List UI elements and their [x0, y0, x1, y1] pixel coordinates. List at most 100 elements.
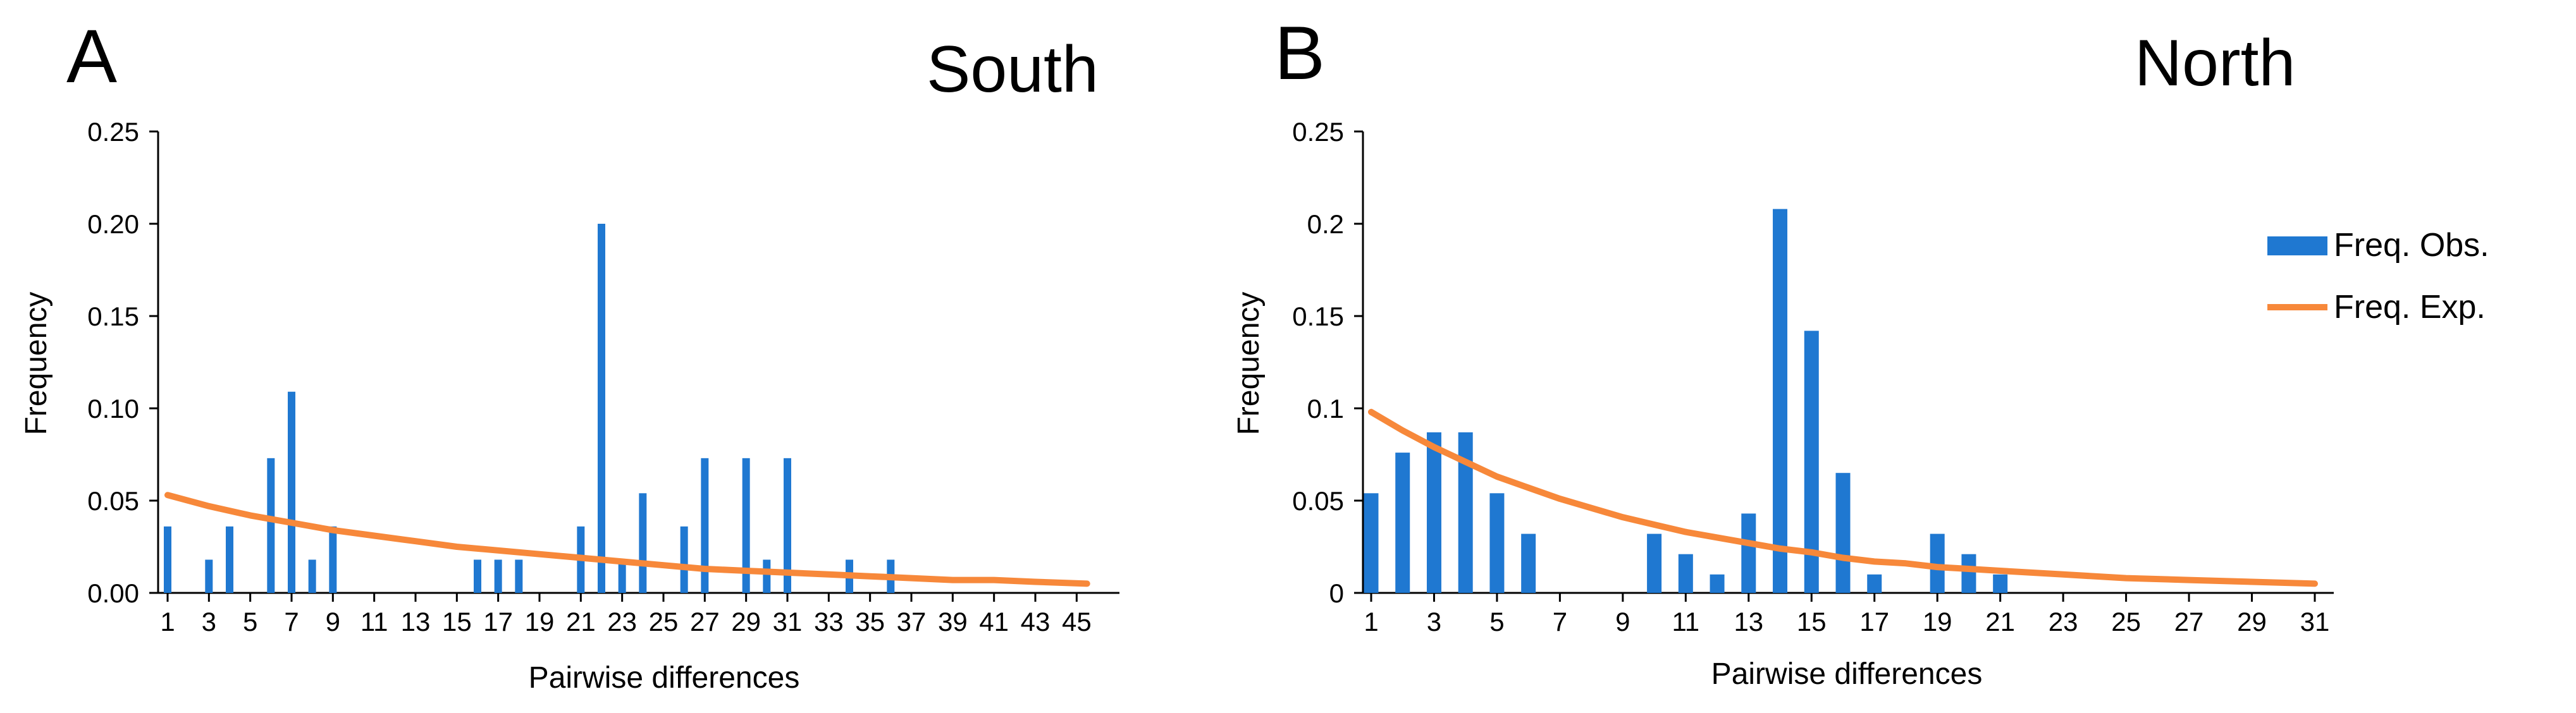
x-tick-label: 7 [284, 607, 299, 637]
legend-swatch-observed [2267, 236, 2327, 255]
bar [164, 526, 171, 593]
bar [1993, 574, 2008, 593]
bar [1867, 574, 1882, 593]
x-tick-label: 31 [773, 607, 803, 637]
x-tick-label: 21 [1985, 607, 2015, 637]
bar [474, 559, 481, 593]
x-tick-label: 15 [442, 607, 472, 637]
bar [308, 559, 316, 593]
x-axis-south: 1 3 5 7 9 11 13 15 17 19 21 23 25 27 29 31 33 35 37 39 41 43 4… [158, 592, 1119, 637]
bar [1930, 533, 1945, 593]
y-axis-title-north: Frequency [1232, 292, 1266, 436]
x-tick-label: 5 [1489, 607, 1504, 637]
bar [267, 458, 275, 593]
y-tick-label: 0.10 [87, 394, 139, 424]
panel-title-south: South [927, 33, 1099, 106]
panel-north: B North Frequency Pairwise differences 0… [1232, 11, 2334, 691]
x-axis-north: 1 3 5 7 9 11 13 15 17 19 21 23 25 27 29 31 [1363, 592, 2334, 637]
x-tick-label: 41 [979, 607, 1009, 637]
legend: Freq. Obs. Freq. Exp. [2267, 227, 2489, 326]
bar [1395, 453, 1410, 593]
x-tick-label: 21 [566, 607, 596, 637]
x-tick-label: 5 [243, 607, 257, 637]
bar [701, 458, 709, 593]
bar [494, 559, 502, 593]
bar [742, 458, 750, 593]
line-series-south [164, 492, 1090, 587]
y-axis-north: 0 0.05 0.1 0.15 0.2 0.25 [1292, 117, 1364, 608]
bar [1364, 493, 1379, 593]
y-tick-label: 0.00 [87, 578, 139, 608]
x-tick-label: 29 [2237, 607, 2267, 637]
x-tick-label: 19 [1923, 607, 1952, 637]
x-tick-label: 13 [1734, 607, 1763, 637]
x-tick-label: 3 [1427, 607, 1441, 637]
x-tick-label: 29 [731, 607, 761, 637]
bar [1961, 554, 1976, 593]
panel-letter-a: A [66, 14, 117, 99]
x-tick-label: 9 [326, 607, 340, 637]
bar [1773, 209, 1788, 593]
bar [639, 493, 647, 593]
x-tick-label: 15 [1797, 607, 1827, 637]
panel-south: A South Frequency Pairwise differences 0… [20, 14, 1119, 695]
y-tick-label: 0.05 [87, 486, 139, 516]
x-tick-label: 27 [2174, 607, 2204, 637]
x-tick-label: 1 [160, 607, 175, 637]
y-tick-label: 0.20 [87, 209, 139, 239]
x-tick-label: 23 [2049, 607, 2078, 637]
x-tick-label: 25 [649, 607, 679, 637]
x-tick-label: 19 [525, 607, 555, 637]
bar [1710, 574, 1725, 593]
x-tick-label: 33 [814, 607, 844, 637]
bar [618, 559, 626, 593]
x-tick-label: 13 [401, 607, 431, 637]
bar [1647, 533, 1662, 593]
bar-series-north [1364, 209, 2008, 593]
y-axis-title-south: Frequency [20, 292, 53, 436]
x-tick-label: 37 [897, 607, 927, 637]
bar [1678, 554, 1693, 593]
x-tick-label: 3 [202, 607, 216, 637]
bar [1804, 331, 1819, 593]
x-tick-label: 7 [1553, 607, 1567, 637]
bar [329, 526, 337, 593]
x-tick-label: 1 [1364, 607, 1378, 637]
bar [515, 559, 523, 593]
bar [1489, 493, 1505, 593]
expected-line [1368, 408, 2318, 587]
y-tick-label: 0.2 [1307, 209, 1344, 239]
expected-line [164, 492, 1090, 587]
x-tick-label: 27 [690, 607, 720, 637]
x-tick-label: 31 [2300, 607, 2330, 637]
bar [1521, 533, 1536, 593]
x-tick-label: 39 [938, 607, 968, 637]
bar [763, 559, 771, 593]
bar [205, 559, 213, 593]
x-tick-label: 9 [1615, 607, 1630, 637]
x-tick-label: 25 [2111, 607, 2141, 637]
x-tick-label: 43 [1021, 607, 1051, 637]
bar [1741, 513, 1756, 593]
y-axis-south: 0.00 0.05 0.10 0.15 0.20 0.25 [87, 117, 159, 608]
bar [226, 526, 233, 593]
x-tick-label: 11 [1672, 607, 1700, 637]
legend-label-expected: Freq. Exp. [2334, 289, 2486, 326]
bar [680, 526, 688, 593]
x-axis-title-north: Pairwise differences [1711, 657, 1983, 691]
bar [288, 391, 295, 593]
bar [598, 224, 605, 593]
bar [784, 458, 791, 593]
panel-title-north: North [2135, 27, 2295, 100]
x-tick-label: 35 [855, 607, 885, 637]
bar [1458, 432, 1473, 593]
y-tick-label: 0.15 [87, 302, 139, 331]
y-tick-label: 0 [1329, 578, 1344, 608]
y-tick-label: 0.15 [1292, 302, 1344, 331]
x-tick-label: 17 [483, 607, 513, 637]
x-tick-label: 17 [1859, 607, 1889, 637]
bar-series-south [164, 224, 895, 593]
y-tick-label: 0.25 [87, 117, 139, 147]
legend-label-observed: Freq. Obs. [2334, 227, 2489, 264]
